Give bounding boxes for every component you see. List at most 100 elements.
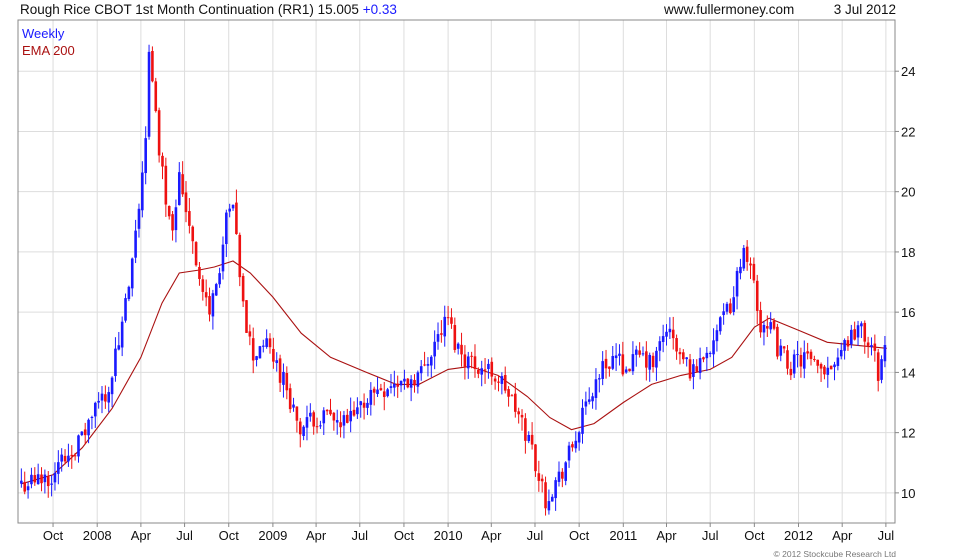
candle-up: [419, 366, 423, 374]
candle-up: [93, 402, 97, 417]
candle-up: [80, 431, 84, 436]
candle-up: [614, 355, 618, 359]
candle-down: [245, 300, 248, 333]
chart-header: Rough Rice CBOT 1st Month Continuation (…: [18, 0, 898, 20]
candle-up: [231, 204, 235, 209]
x-tick-label: Apr: [832, 528, 853, 543]
candle-up: [97, 400, 100, 403]
candle-down: [493, 378, 497, 382]
candle-down: [759, 310, 762, 333]
x-tick-label: Oct: [219, 528, 240, 543]
candle-down: [853, 329, 856, 340]
y-tick-label: 10: [901, 486, 915, 501]
candle-up: [742, 247, 746, 269]
candle-up: [833, 364, 836, 368]
candle-up: [225, 212, 228, 245]
candle-up: [141, 172, 144, 211]
candle-down: [154, 81, 158, 112]
candle-up: [618, 353, 621, 356]
candle-down: [520, 414, 524, 418]
candle-up: [218, 273, 221, 285]
candle-up: [399, 380, 403, 386]
candle-up: [611, 355, 615, 369]
candle-up: [349, 411, 352, 422]
candle-down: [749, 263, 752, 266]
candle-down: [70, 454, 74, 457]
candle-up: [685, 357, 688, 360]
candle-down: [534, 444, 537, 472]
candle-up: [715, 330, 719, 342]
candle-up: [20, 480, 23, 484]
candle-up: [36, 474, 40, 485]
candle-down: [745, 246, 749, 262]
x-tick-label: 2008: [83, 528, 112, 543]
candle-down: [671, 329, 675, 339]
candle-up: [110, 377, 114, 395]
y-tick-label: 12: [901, 426, 915, 441]
candle-down: [514, 393, 517, 412]
candle-down: [477, 369, 480, 374]
candle-down: [866, 342, 870, 346]
candle-down: [510, 395, 514, 397]
candle-down: [396, 383, 399, 387]
candle-up: [843, 340, 846, 351]
candle-down: [46, 476, 50, 487]
candle-down: [497, 381, 500, 383]
x-tick-label: Apr: [306, 528, 327, 543]
candle-down: [151, 50, 154, 82]
candle-up: [393, 383, 396, 388]
candle-down: [288, 388, 292, 410]
y-axis: 10 12 14 16 18 20 22 24: [895, 64, 915, 501]
candle-up: [826, 367, 830, 375]
candle-up: [594, 379, 598, 398]
candle-up: [356, 407, 359, 415]
x-tick-label: Oct: [43, 528, 64, 543]
candle-up: [433, 341, 436, 357]
candle-down: [248, 331, 252, 337]
candle-up: [725, 303, 729, 312]
candle-down: [315, 426, 319, 428]
candle-up: [376, 389, 379, 394]
candle-up: [732, 297, 736, 312]
candle-down: [604, 358, 608, 369]
candle-up: [292, 404, 295, 408]
y-tick-label: 22: [901, 124, 915, 139]
x-axis: Oct 2008 Apr Jul Oct 2009 Apr Jul Oct 2010 Apr Jul O…: [43, 523, 894, 543]
candle-up: [860, 323, 863, 327]
candle-down: [846, 340, 850, 347]
candle-down: [191, 226, 195, 242]
candle-up: [564, 462, 568, 481]
candle-up: [130, 258, 134, 289]
candle-down: [295, 406, 299, 421]
candle-down: [379, 388, 383, 391]
candle-down: [695, 366, 699, 372]
candle-up: [883, 344, 887, 362]
candle-up: [177, 172, 181, 206]
candle-up: [554, 480, 557, 499]
candle-down: [463, 354, 467, 367]
candle-up: [214, 284, 218, 296]
x-tick-label: Oct: [569, 528, 590, 543]
candle-down: [352, 409, 356, 416]
price-change: +0.33: [362, 2, 397, 17]
candle-down: [104, 394, 107, 402]
candle-down: [540, 478, 544, 482]
title-text: Rough Rice CBOT 1st Month Continuation (…: [20, 2, 359, 17]
candle-up: [67, 455, 70, 462]
candle-down: [285, 372, 289, 391]
candle-down: [819, 364, 823, 369]
website-link[interactable]: www.fullermoney.com: [664, 2, 795, 17]
x-tick-label: Apr: [481, 528, 502, 543]
candle-down: [621, 354, 625, 375]
candle-up: [584, 401, 588, 407]
candle-down: [362, 402, 366, 408]
candle-up: [43, 474, 47, 483]
y-tick-label: 14: [901, 365, 915, 380]
candle-down: [806, 351, 809, 354]
candle-up: [282, 371, 285, 385]
candle-up: [591, 396, 594, 402]
candle-up: [436, 334, 440, 342]
candle-up: [389, 386, 393, 388]
candle-up: [880, 359, 883, 380]
